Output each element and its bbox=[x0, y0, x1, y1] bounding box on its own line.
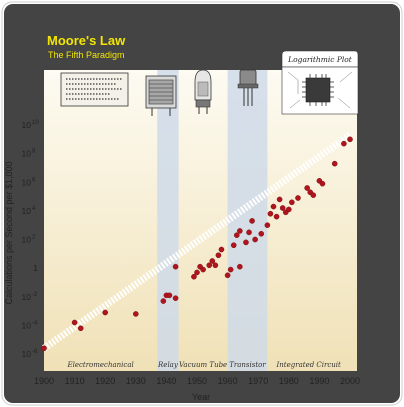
y-tick-label: 10 bbox=[22, 149, 32, 159]
x-tick-label: 1970 bbox=[248, 376, 268, 386]
paradigm-bands bbox=[157, 70, 268, 371]
x-axis: 1900 1910 1920 1930 1940 1950 1960 1970 1980 1990… bbox=[34, 376, 360, 386]
y-tick-exponent: 2 bbox=[32, 235, 36, 241]
x-tick-label: 2000 bbox=[340, 376, 360, 386]
x-tick-label: 1920 bbox=[95, 376, 115, 386]
paradigm-label: Integrated Circuit bbox=[276, 361, 341, 369]
data-point bbox=[172, 263, 179, 270]
data-point bbox=[224, 272, 231, 279]
y-tick-label: 10 bbox=[22, 120, 32, 130]
data-point bbox=[212, 262, 219, 269]
data-point bbox=[249, 218, 255, 224]
data-point bbox=[230, 242, 237, 249]
x-tick-label: 1940 bbox=[156, 376, 176, 386]
data-point bbox=[194, 269, 200, 276]
transistor-icon bbox=[237, 69, 259, 106]
paradigm-label: Relay bbox=[157, 361, 179, 369]
data-point bbox=[77, 325, 84, 332]
x-tick-label: 1980 bbox=[279, 376, 299, 386]
y-tick-exponent: 8 bbox=[32, 149, 36, 155]
y-tick-exponent: 4 bbox=[32, 206, 36, 212]
data-point bbox=[227, 266, 234, 273]
x-tick-label: 1950 bbox=[187, 376, 207, 386]
data-point bbox=[41, 345, 47, 352]
data-point bbox=[273, 213, 280, 220]
data-point bbox=[295, 195, 301, 201]
data-point bbox=[160, 298, 167, 304]
data-point bbox=[237, 263, 243, 270]
y-axis-label: Calculations per Second per $1,000 bbox=[4, 161, 14, 304]
relay-icon bbox=[145, 75, 177, 116]
y-tick-label: 10 bbox=[22, 292, 32, 302]
punch-card-icon bbox=[60, 72, 129, 107]
data-point bbox=[310, 192, 317, 198]
data-point bbox=[200, 266, 206, 273]
data-point bbox=[267, 210, 274, 217]
paradigm-label: Transistor bbox=[229, 361, 266, 369]
y-tick-exponent: 10 bbox=[32, 120, 39, 126]
chart-title: Moore's Law bbox=[47, 33, 126, 48]
data-point bbox=[233, 232, 240, 239]
y-tick-label: 1 bbox=[33, 263, 38, 273]
data-point bbox=[279, 205, 286, 211]
data-point bbox=[289, 199, 295, 206]
log-plot-label: Logarithmic Plot bbox=[287, 55, 353, 64]
data-point bbox=[264, 222, 271, 228]
data-point bbox=[102, 309, 108, 316]
data-points bbox=[41, 136, 353, 352]
chart-subtitle: The Fifth Paradigm bbox=[48, 50, 125, 60]
data-point bbox=[246, 229, 252, 236]
data-point bbox=[285, 206, 292, 213]
x-tick-label: 1900 bbox=[34, 376, 54, 386]
x-tick-label: 1990 bbox=[309, 376, 329, 386]
log-plot-badge: Logarithmic Plot bbox=[281, 50, 359, 68]
vacuum-tube-icon bbox=[194, 69, 212, 114]
data-point bbox=[331, 160, 338, 167]
data-point bbox=[270, 203, 277, 210]
data-point bbox=[172, 295, 179, 301]
data-point bbox=[215, 252, 222, 259]
x-tick-label: 1960 bbox=[218, 376, 238, 386]
y-tick-label: 10 bbox=[22, 320, 32, 330]
paradigm-label: Electromechanical bbox=[66, 361, 133, 369]
x-tick-label: 1930 bbox=[126, 376, 146, 386]
plot-area: Electromechanical Relay Vacuum Tube Transis… bbox=[41, 70, 357, 371]
data-point bbox=[258, 230, 265, 237]
x-axis-label: Year bbox=[192, 392, 210, 402]
y-tick-label: 10 bbox=[22, 206, 32, 216]
y-tick-label: 10 bbox=[22, 349, 32, 359]
trend-line-path bbox=[41, 132, 353, 352]
data-point bbox=[243, 239, 249, 246]
data-point bbox=[347, 136, 353, 143]
data-point bbox=[132, 311, 139, 317]
y-tick-label: 10 bbox=[22, 177, 32, 187]
y-tick-exponent: -2 bbox=[32, 292, 38, 298]
data-point bbox=[304, 185, 310, 191]
y-tick-exponent: 6 bbox=[32, 177, 36, 183]
data-point bbox=[218, 246, 225, 253]
data-point bbox=[341, 140, 347, 147]
y-tick-exponent: -6 bbox=[32, 349, 38, 355]
data-point bbox=[252, 236, 258, 243]
paradigm-band bbox=[157, 70, 179, 371]
data-point bbox=[209, 258, 216, 264]
data-point bbox=[206, 262, 213, 269]
paradigm-labels: Electromechanical Relay Vacuum Tube Transis… bbox=[66, 361, 341, 369]
y-tick-label: 10 bbox=[22, 235, 32, 245]
paradigm-band bbox=[227, 70, 268, 371]
paradigm-label: Vacuum Tube bbox=[179, 361, 227, 369]
data-point bbox=[166, 292, 173, 299]
data-point bbox=[276, 196, 283, 203]
data-point bbox=[71, 319, 78, 326]
x-tick-label: 1910 bbox=[65, 376, 85, 386]
data-point bbox=[237, 228, 243, 234]
data-point bbox=[191, 273, 197, 280]
y-tick-exponent: -4 bbox=[32, 320, 38, 326]
integrated-circuit-icon bbox=[281, 66, 359, 115]
trend-line bbox=[41, 132, 353, 352]
data-point bbox=[319, 180, 326, 187]
